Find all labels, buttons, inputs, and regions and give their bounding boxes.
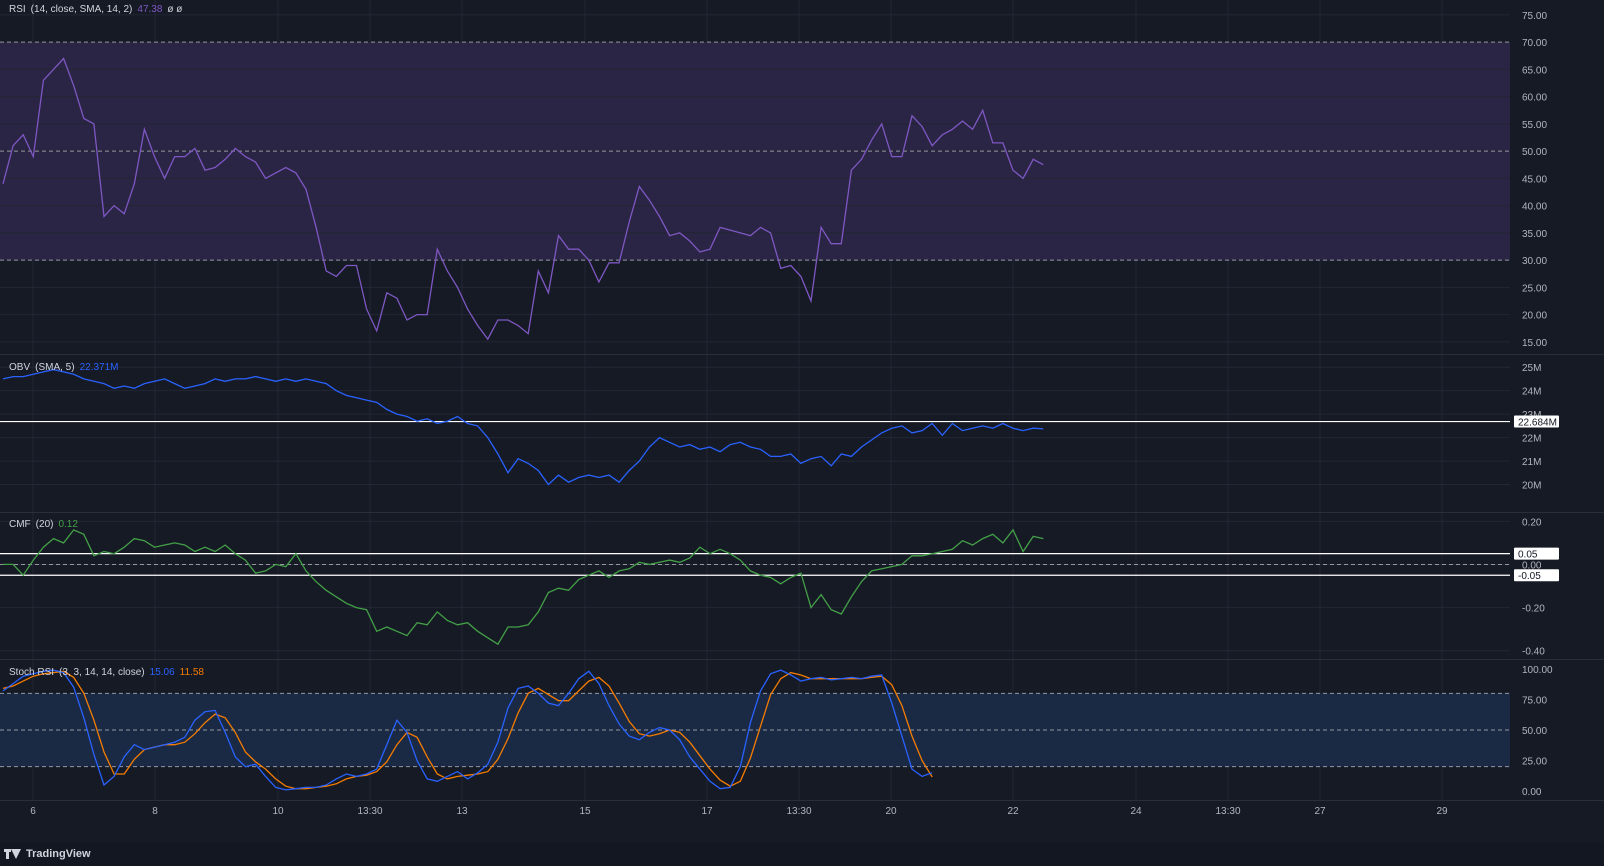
- cmf-level-tag-1-label: -0.05: [1518, 571, 1541, 582]
- cmf-line[interactable]: [3, 528, 1044, 646]
- x-tick-2: 10: [272, 806, 284, 817]
- x-tick-11: 13:30: [1215, 806, 1240, 817]
- rsi-y-tick-7: 40.00: [1522, 202, 1547, 213]
- stoch-y-tick-2: 50.00: [1522, 726, 1547, 737]
- cmf-y-tick-2: -0.20: [1522, 604, 1545, 615]
- stoch-y-tick-0: 100.00: [1522, 665, 1553, 676]
- stoch-legend[interactable]: Stoch RSI (3, 3, 14, 14, close) 15.06 11…: [9, 667, 204, 678]
- obv-y-tick-4: 21M: [1522, 457, 1541, 468]
- x-tick-6: 17: [701, 806, 713, 817]
- obv-legend-params: (SMA, 5): [35, 362, 75, 373]
- stoch-legend-value-d: 11.58: [179, 667, 204, 678]
- obv-y-tick-3: 22M: [1522, 434, 1541, 445]
- rsi-y-tick-10: 25.00: [1522, 283, 1547, 294]
- x-tick-4: 13: [456, 806, 468, 817]
- cmf-y-tick-1: 0.00: [1522, 560, 1542, 571]
- stoch-k-line[interactable]: [2, 669, 933, 791]
- x-tick-5: 15: [579, 806, 591, 817]
- rsi-y-tick-6: 45.00: [1522, 174, 1547, 185]
- cmf-legend-name: CMF: [9, 519, 31, 530]
- obv-level-tag-label: 22.684M: [1518, 418, 1557, 429]
- obv-y-tick-0: 25M: [1522, 363, 1541, 374]
- rsi-y-tick-0: 75.00: [1522, 11, 1547, 22]
- rsi-y-tick-2: 65.00: [1522, 65, 1547, 76]
- cmf-y-tick-3: -0.40: [1522, 647, 1545, 658]
- x-tick-13: 29: [1436, 806, 1448, 817]
- rsi-legend-extra: ø ø: [167, 4, 183, 15]
- footer-bar: [0, 843, 1604, 866]
- stoch-legend-name: Stoch RSI: [9, 667, 55, 678]
- x-tick-7: 13:30: [786, 806, 811, 817]
- cmf-level-tag-0-label: 0.05: [1518, 550, 1538, 561]
- cmf-legend-value: 0.12: [58, 519, 78, 530]
- x-tick-0: 6: [30, 806, 36, 817]
- cmf-legend[interactable]: CMF (20) 0.12: [9, 519, 78, 530]
- obv-legend[interactable]: OBV (SMA, 5) 22.371M: [9, 362, 119, 373]
- x-tick-1: 8: [152, 806, 158, 817]
- x-tick-10: 24: [1130, 806, 1142, 817]
- rsi-legend-value: 47.38: [137, 4, 163, 15]
- x-tick-8: 20: [885, 806, 897, 817]
- x-tick-3: 13:30: [357, 806, 382, 817]
- rsi-y-tick-12: 15.00: [1522, 338, 1547, 349]
- rsi-y-tick-9: 30.00: [1522, 256, 1547, 267]
- obv-y-tick-5: 20M: [1522, 481, 1541, 492]
- stoch-band: [0, 693, 1510, 767]
- rsi-legend[interactable]: RSI (14, close, SMA, 14, 2) 47.38 ø ø: [9, 4, 182, 15]
- tradingview-logo-icon: [4, 848, 22, 860]
- stoch-legend-value-k: 15.06: [149, 667, 175, 678]
- rsi-y-tick-11: 20.00: [1522, 311, 1547, 322]
- stoch-legend-params: (3, 3, 14, 14, close): [59, 667, 145, 678]
- cmf-level-tag-0-bg: [1514, 547, 1559, 560]
- obv-level-tag-bg: [1514, 415, 1559, 428]
- cmf-level-tag-1-bg: [1514, 569, 1559, 582]
- obv-y-tick-1: 24M: [1522, 387, 1541, 398]
- tradingview-logo[interactable]: TradingView: [4, 848, 91, 860]
- chart-canvas[interactable]: 75.0070.0065.0060.0055.0050.0045.0040.00…: [0, 0, 1604, 843]
- rsi-legend-name: RSI: [9, 4, 26, 15]
- cmf-legend-params: (20): [35, 519, 54, 530]
- rsi-y-tick-5: 50.00: [1522, 147, 1547, 158]
- x-tick-9: 22: [1007, 806, 1019, 817]
- cmf-y-tick-0: 0.20: [1522, 517, 1542, 528]
- stoch-y-tick-1: 75.00: [1522, 695, 1547, 706]
- obv-legend-name: OBV: [9, 362, 31, 373]
- stoch-y-tick-3: 25.00: [1522, 757, 1547, 768]
- obv-legend-value: 22.371M: [79, 362, 119, 373]
- x-tick-12: 27: [1314, 806, 1326, 817]
- rsi-y-tick-4: 55.00: [1522, 120, 1547, 131]
- tradingview-logo-text: TradingView: [26, 848, 91, 860]
- rsi-y-tick-8: 35.00: [1522, 229, 1547, 240]
- rsi-line[interactable]: [2, 57, 1044, 341]
- rsi-legend-params: (14, close, SMA, 14, 2): [30, 4, 133, 15]
- rsi-y-tick-3: 60.00: [1522, 93, 1547, 104]
- stoch-y-tick-4: 0.00: [1522, 787, 1542, 798]
- obv-line[interactable]: [2, 368, 1044, 486]
- rsi-y-tick-1: 70.00: [1522, 38, 1547, 49]
